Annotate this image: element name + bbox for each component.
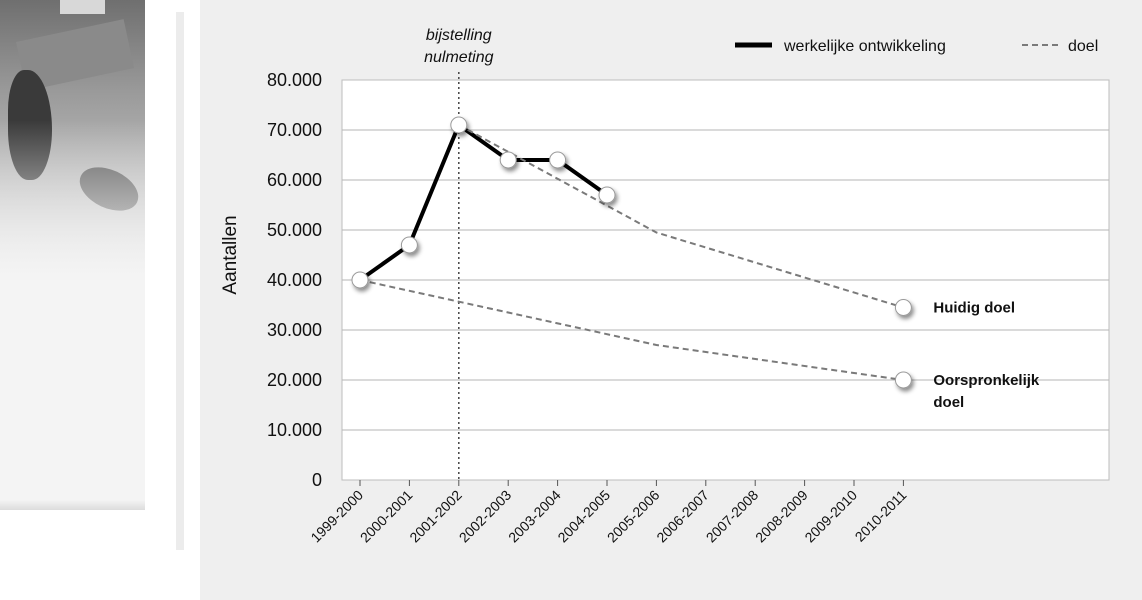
annotation-label: nulmeting xyxy=(424,49,493,66)
data-point xyxy=(499,151,517,169)
data-point xyxy=(549,151,567,169)
annotation-label: bijstelling xyxy=(426,27,492,44)
actual-line xyxy=(358,123,609,282)
x-tick-label: 2008-2009 xyxy=(752,487,811,546)
x-tick-label: 2005-2006 xyxy=(604,487,663,546)
x-tick-label: 2010-2011 xyxy=(852,487,910,545)
x-ticks: 1999-20002000-20012001-20022002-20032003… xyxy=(307,480,910,546)
data-point xyxy=(351,271,369,289)
y-tick-label: 40.000 xyxy=(267,270,322,290)
y-tick-label: 10.000 xyxy=(267,420,322,440)
y-ticks: 0 10.000 20.000 30.000 40.000 50.000 60.000 70.… xyxy=(267,70,322,490)
y-tick-label: 60.000 xyxy=(267,170,322,190)
end-labels: Huidig doel Oorspronkelijk doel xyxy=(933,300,1040,412)
x-tick-label: 2004-2005 xyxy=(554,487,613,546)
chart-panel: 0 10.000 20.000 30.000 40.000 50.000 60.000 70.… xyxy=(200,0,1142,600)
x-tick-label: 2003-2004 xyxy=(505,487,564,546)
x-tick-label: 2001-2002 xyxy=(406,487,465,546)
divider xyxy=(176,12,184,550)
y-tick-label: 30.000 xyxy=(267,320,322,340)
target-line xyxy=(458,124,904,309)
legend-label-actual: werkelijke ontwikkeling xyxy=(783,38,946,55)
gridlines xyxy=(342,129,1109,431)
series-end-label: Oorspronkelijk doel xyxy=(933,372,1040,411)
line-chart: 0 10.000 20.000 30.000 40.000 50.000 60.000 70.… xyxy=(220,27,1110,546)
series xyxy=(358,123,904,381)
y-tick-label: 50.000 xyxy=(267,220,322,240)
annotation: bijstelling nulmeting xyxy=(424,27,494,480)
series-end-label: Huidig doel xyxy=(933,300,1015,317)
y-tick-label: 0 xyxy=(312,470,322,490)
markers xyxy=(351,116,912,389)
x-tick-label: 2009-2010 xyxy=(801,487,860,546)
x-tick-label: 2007-2008 xyxy=(703,487,762,546)
legend-label-target: doel xyxy=(1068,38,1098,55)
target-end-point xyxy=(894,371,912,389)
x-tick-label: 2006-2007 xyxy=(653,487,712,546)
y-tick-label: 70.000 xyxy=(267,120,322,140)
target-line xyxy=(359,279,904,381)
y-axis-label: Aantallen xyxy=(220,215,241,294)
y-tick-label: 80.000 xyxy=(267,70,322,90)
side-photo xyxy=(0,0,145,510)
data-point xyxy=(450,116,468,134)
target-end-point xyxy=(894,299,912,316)
data-point xyxy=(598,186,616,204)
y-tick-label: 20.000 xyxy=(267,370,322,390)
x-tick-label: 2002-2003 xyxy=(456,487,515,546)
legend: werkelijke ontwikkeling doel xyxy=(735,38,1098,55)
x-tick-label: 2000-2001 xyxy=(357,487,416,546)
x-tick-label: 1999-2000 xyxy=(307,487,366,546)
data-point xyxy=(400,236,418,254)
